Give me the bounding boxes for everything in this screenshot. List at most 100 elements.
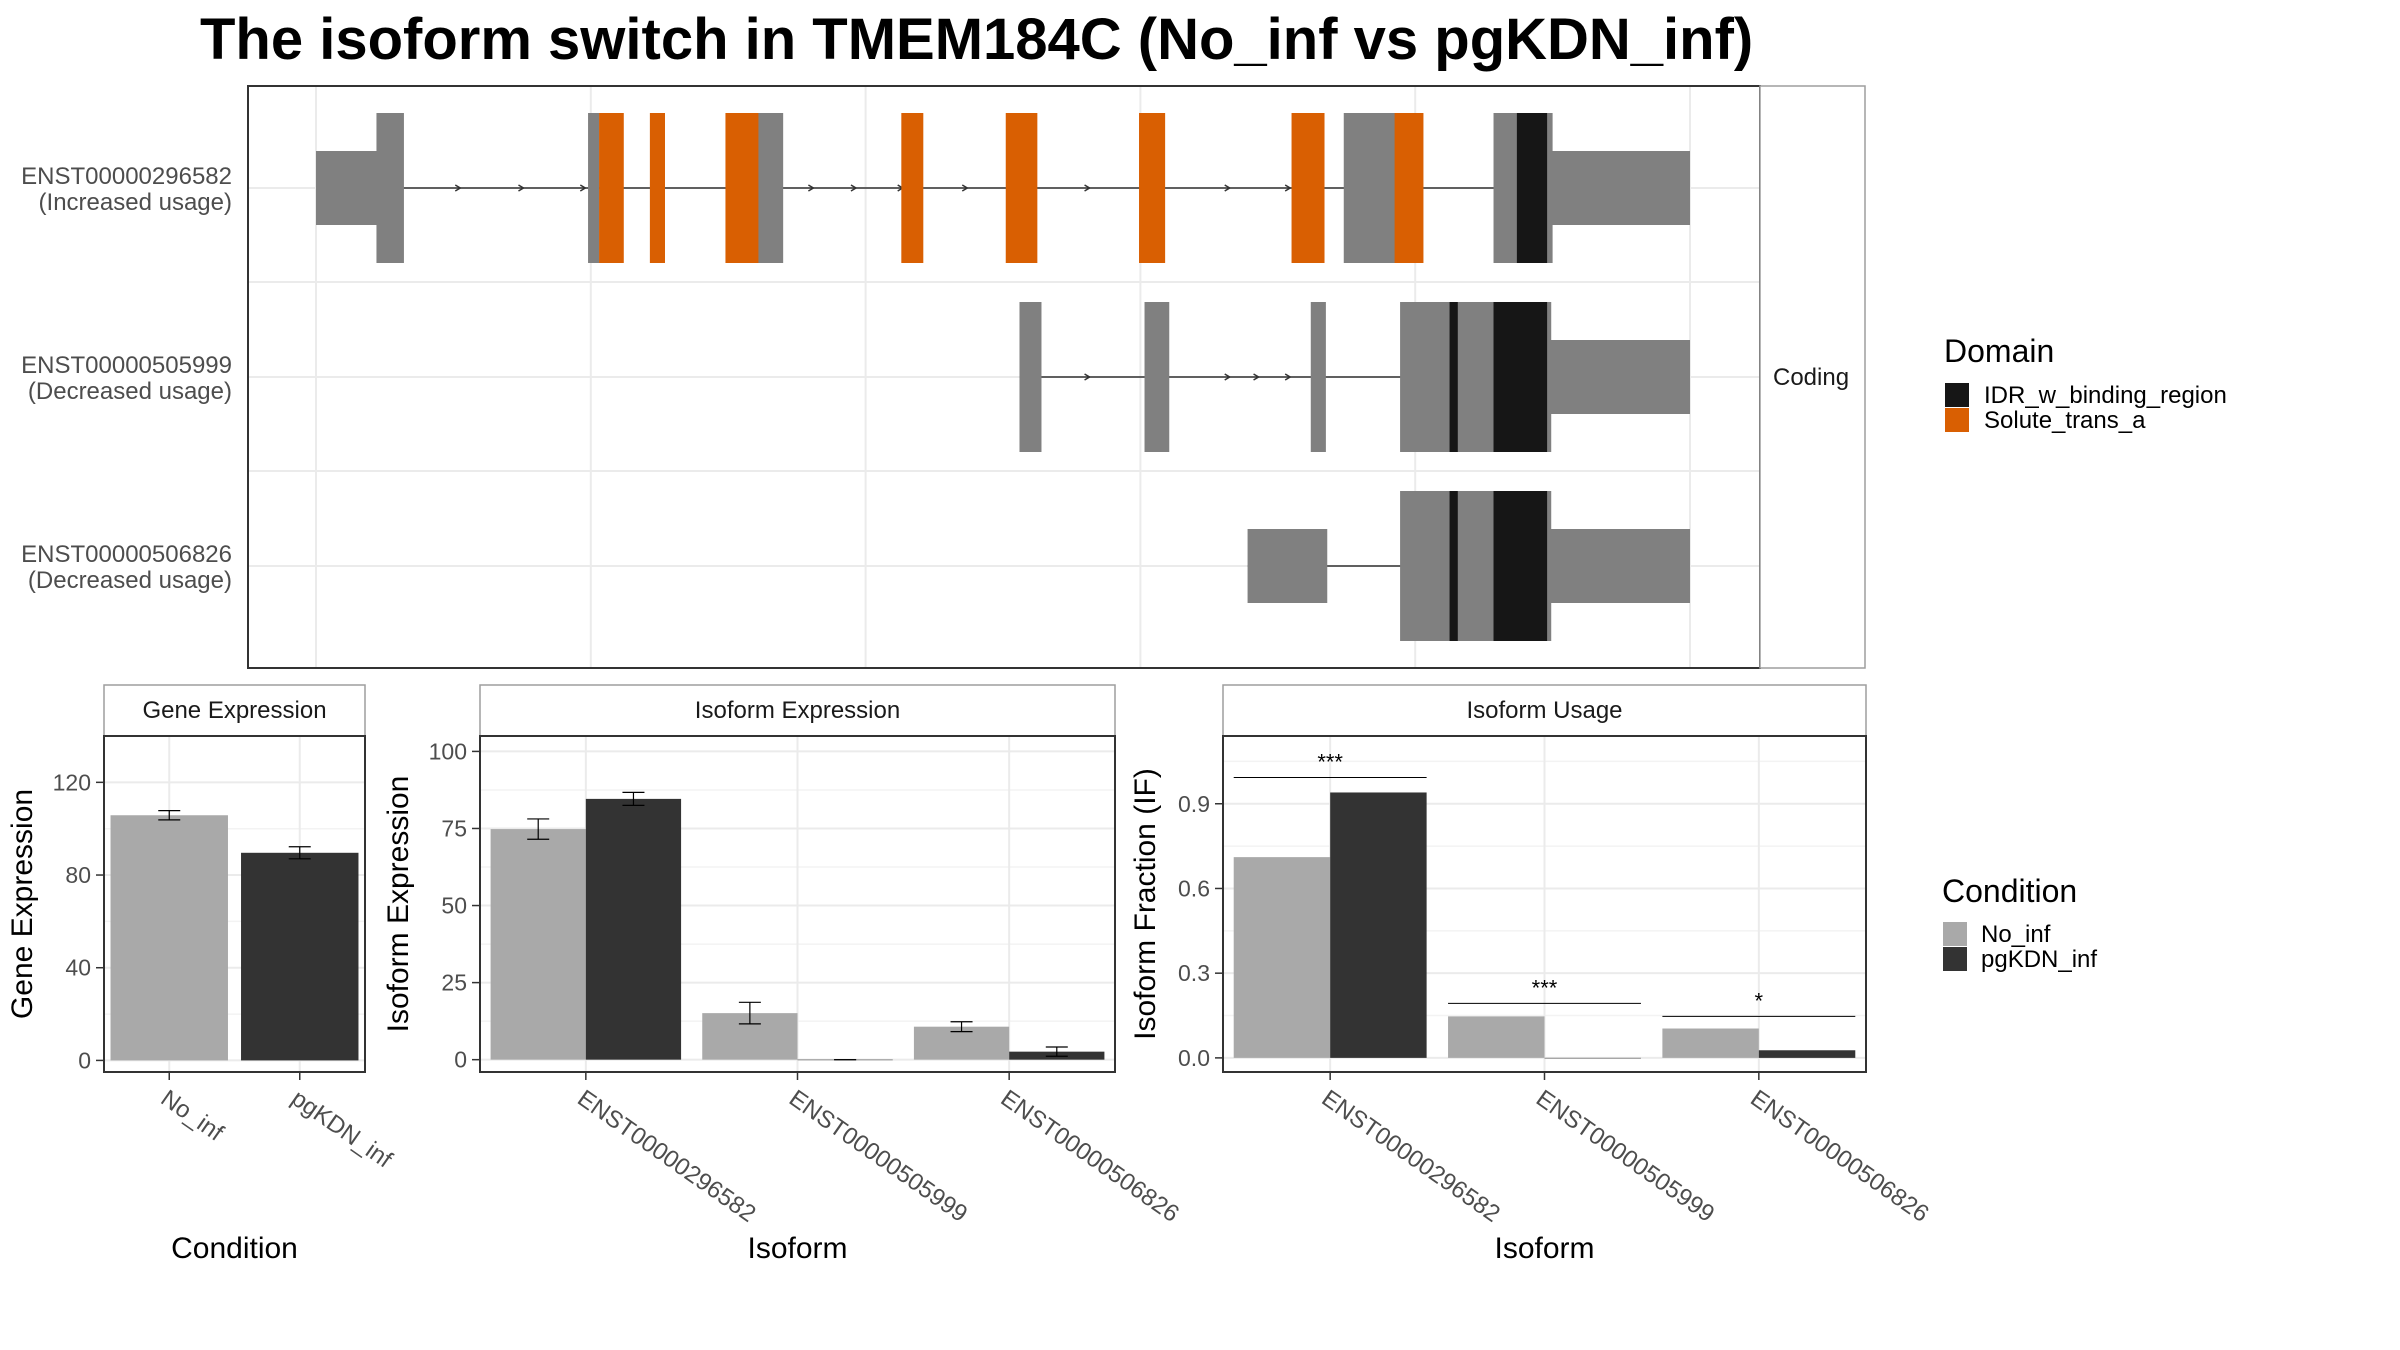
x-axis-title: Condition bbox=[171, 1232, 298, 1265]
direction-arrow bbox=[961, 184, 969, 192]
x-tick-label: ENST00000505999 bbox=[784, 1085, 972, 1228]
gene-expression-panel: Gene Expression 0 40 80 120 No_inf pgKDN_inf Co… bbox=[6, 684, 397, 1265]
y-tick-label: 25 bbox=[441, 970, 467, 996]
facet-strip bbox=[1222, 684, 1867, 737]
legend-title: Domain bbox=[1944, 333, 2054, 369]
domain-segment bbox=[1394, 113, 1424, 263]
isoform-label-usage: (Decreased usage) bbox=[28, 378, 232, 405]
y-tick-label: 75 bbox=[441, 815, 467, 841]
x-axis-title: Isoform bbox=[1494, 1232, 1594, 1265]
facet-strip bbox=[103, 684, 366, 737]
direction-arrow bbox=[1084, 184, 1092, 192]
facet-strip-label: Coding bbox=[1773, 364, 1849, 391]
bar bbox=[1233, 857, 1331, 1058]
coding-exon bbox=[588, 113, 600, 263]
x-tick-label: ENST00000296582 bbox=[1317, 1085, 1505, 1228]
facet-strip-label: Gene Expression bbox=[142, 697, 326, 724]
y-tick-label: 120 bbox=[53, 769, 91, 795]
legend-key bbox=[1943, 947, 1967, 971]
x-tick-label: pgKDN_inf bbox=[286, 1085, 397, 1174]
x-tick-label: ENST00000505999 bbox=[1531, 1085, 1719, 1228]
isoform-label: ENST00000296582 (Increased usage) bbox=[21, 163, 232, 216]
utr-exon bbox=[316, 151, 384, 225]
significance-label: * bbox=[1755, 988, 1764, 1013]
domain-segment bbox=[725, 113, 759, 263]
domain-segment bbox=[1449, 491, 1458, 641]
facet-strip bbox=[479, 684, 1116, 737]
bar bbox=[1330, 792, 1427, 1058]
utr-exon bbox=[1542, 151, 1690, 225]
direction-arrow bbox=[1084, 373, 1092, 381]
coding-exon bbox=[1144, 302, 1170, 452]
facet-strip-label: Isoform Usage bbox=[1466, 697, 1622, 724]
isoform-label: ENST00000506826 (Decreased usage) bbox=[21, 541, 232, 594]
direction-arrow bbox=[1284, 373, 1292, 381]
utr-exon bbox=[1542, 529, 1690, 603]
legend-key bbox=[1945, 383, 1969, 407]
x-tick-label: ENST00000296582 bbox=[572, 1085, 760, 1228]
legend-key bbox=[1945, 408, 1969, 432]
y-tick-label: 0.9 bbox=[1178, 791, 1210, 817]
domain-segment bbox=[1493, 491, 1548, 641]
y-tick-label: 100 bbox=[429, 738, 467, 764]
bar bbox=[1448, 1016, 1545, 1058]
panel-border bbox=[103, 735, 366, 1073]
y-tick-label: 80 bbox=[65, 862, 91, 888]
coding-exon bbox=[376, 113, 404, 263]
direction-arrow bbox=[1253, 373, 1261, 381]
x-axis-title: Isoform bbox=[747, 1232, 847, 1265]
y-tick-label: 0 bbox=[454, 1047, 467, 1073]
isoform-label-id: ENST00000506826 bbox=[21, 541, 232, 568]
y-tick-label: 0 bbox=[78, 1047, 91, 1073]
coding-exon bbox=[1343, 113, 1402, 263]
chart-title: The isoform switch in TMEM184C (No_inf v… bbox=[200, 7, 1754, 72]
bar bbox=[1544, 1057, 1641, 1059]
facet-strip bbox=[1759, 85, 1866, 669]
domain-segment bbox=[1516, 113, 1548, 263]
direction-arrow bbox=[1224, 373, 1232, 381]
x-tick-label: ENST00000506826 bbox=[1745, 1085, 1933, 1228]
direction-arrow bbox=[808, 184, 815, 192]
facet-strip-label: Isoform Expression bbox=[695, 697, 900, 724]
domain-segment bbox=[649, 113, 665, 263]
panel-border bbox=[479, 735, 1116, 1073]
direction-arrow bbox=[850, 184, 858, 192]
x-tick-label: No_inf bbox=[156, 1085, 229, 1147]
isoform-label: ENST00000505999 (Decreased usage) bbox=[21, 352, 232, 405]
domain-segment bbox=[599, 113, 624, 263]
y-tick-label: 0.0 bbox=[1178, 1045, 1210, 1071]
y-tick-label: 0.3 bbox=[1178, 960, 1210, 986]
y-tick-label: 50 bbox=[441, 893, 467, 919]
y-tick-label: 40 bbox=[65, 955, 91, 981]
isoform-label-id: ENST00000505999 bbox=[21, 352, 232, 379]
bar bbox=[585, 798, 682, 1060]
direction-arrow bbox=[579, 184, 587, 192]
isoform-label-usage: (Increased usage) bbox=[39, 189, 232, 216]
bar bbox=[241, 852, 359, 1061]
legend-key bbox=[1943, 922, 1967, 946]
domain-segment bbox=[1449, 302, 1458, 452]
significance-label: *** bbox=[1532, 975, 1558, 1000]
legend-label: No_inf bbox=[1981, 921, 2051, 948]
legend-label: IDR_w_binding_region bbox=[1984, 382, 2227, 409]
domain-segment bbox=[1005, 113, 1038, 263]
domain-segment bbox=[1493, 302, 1548, 452]
y-tick-label: 0.6 bbox=[1178, 875, 1210, 901]
legend-label: Solute_trans_a bbox=[1984, 407, 2146, 434]
bar bbox=[110, 815, 228, 1061]
direction-arrow bbox=[518, 184, 525, 192]
bar bbox=[1758, 1050, 1856, 1058]
coding-exon bbox=[1019, 302, 1042, 452]
y-axis-title: Isoform Fraction (IF) bbox=[1129, 768, 1162, 1040]
isoform-label-id: ENST00000296582 bbox=[21, 163, 232, 190]
domain-segment bbox=[1291, 113, 1325, 263]
utr-exon bbox=[1247, 529, 1328, 603]
y-axis-title: Gene Expression bbox=[6, 789, 39, 1019]
panel-border bbox=[1222, 735, 1867, 1073]
direction-arrow bbox=[1224, 184, 1232, 192]
coding-exon bbox=[1310, 302, 1326, 452]
isoform-expression-panel: Isoform Expression 0 25 50 75 100 ENST00000296… bbox=[382, 684, 1184, 1265]
direction-arrow bbox=[454, 184, 462, 192]
